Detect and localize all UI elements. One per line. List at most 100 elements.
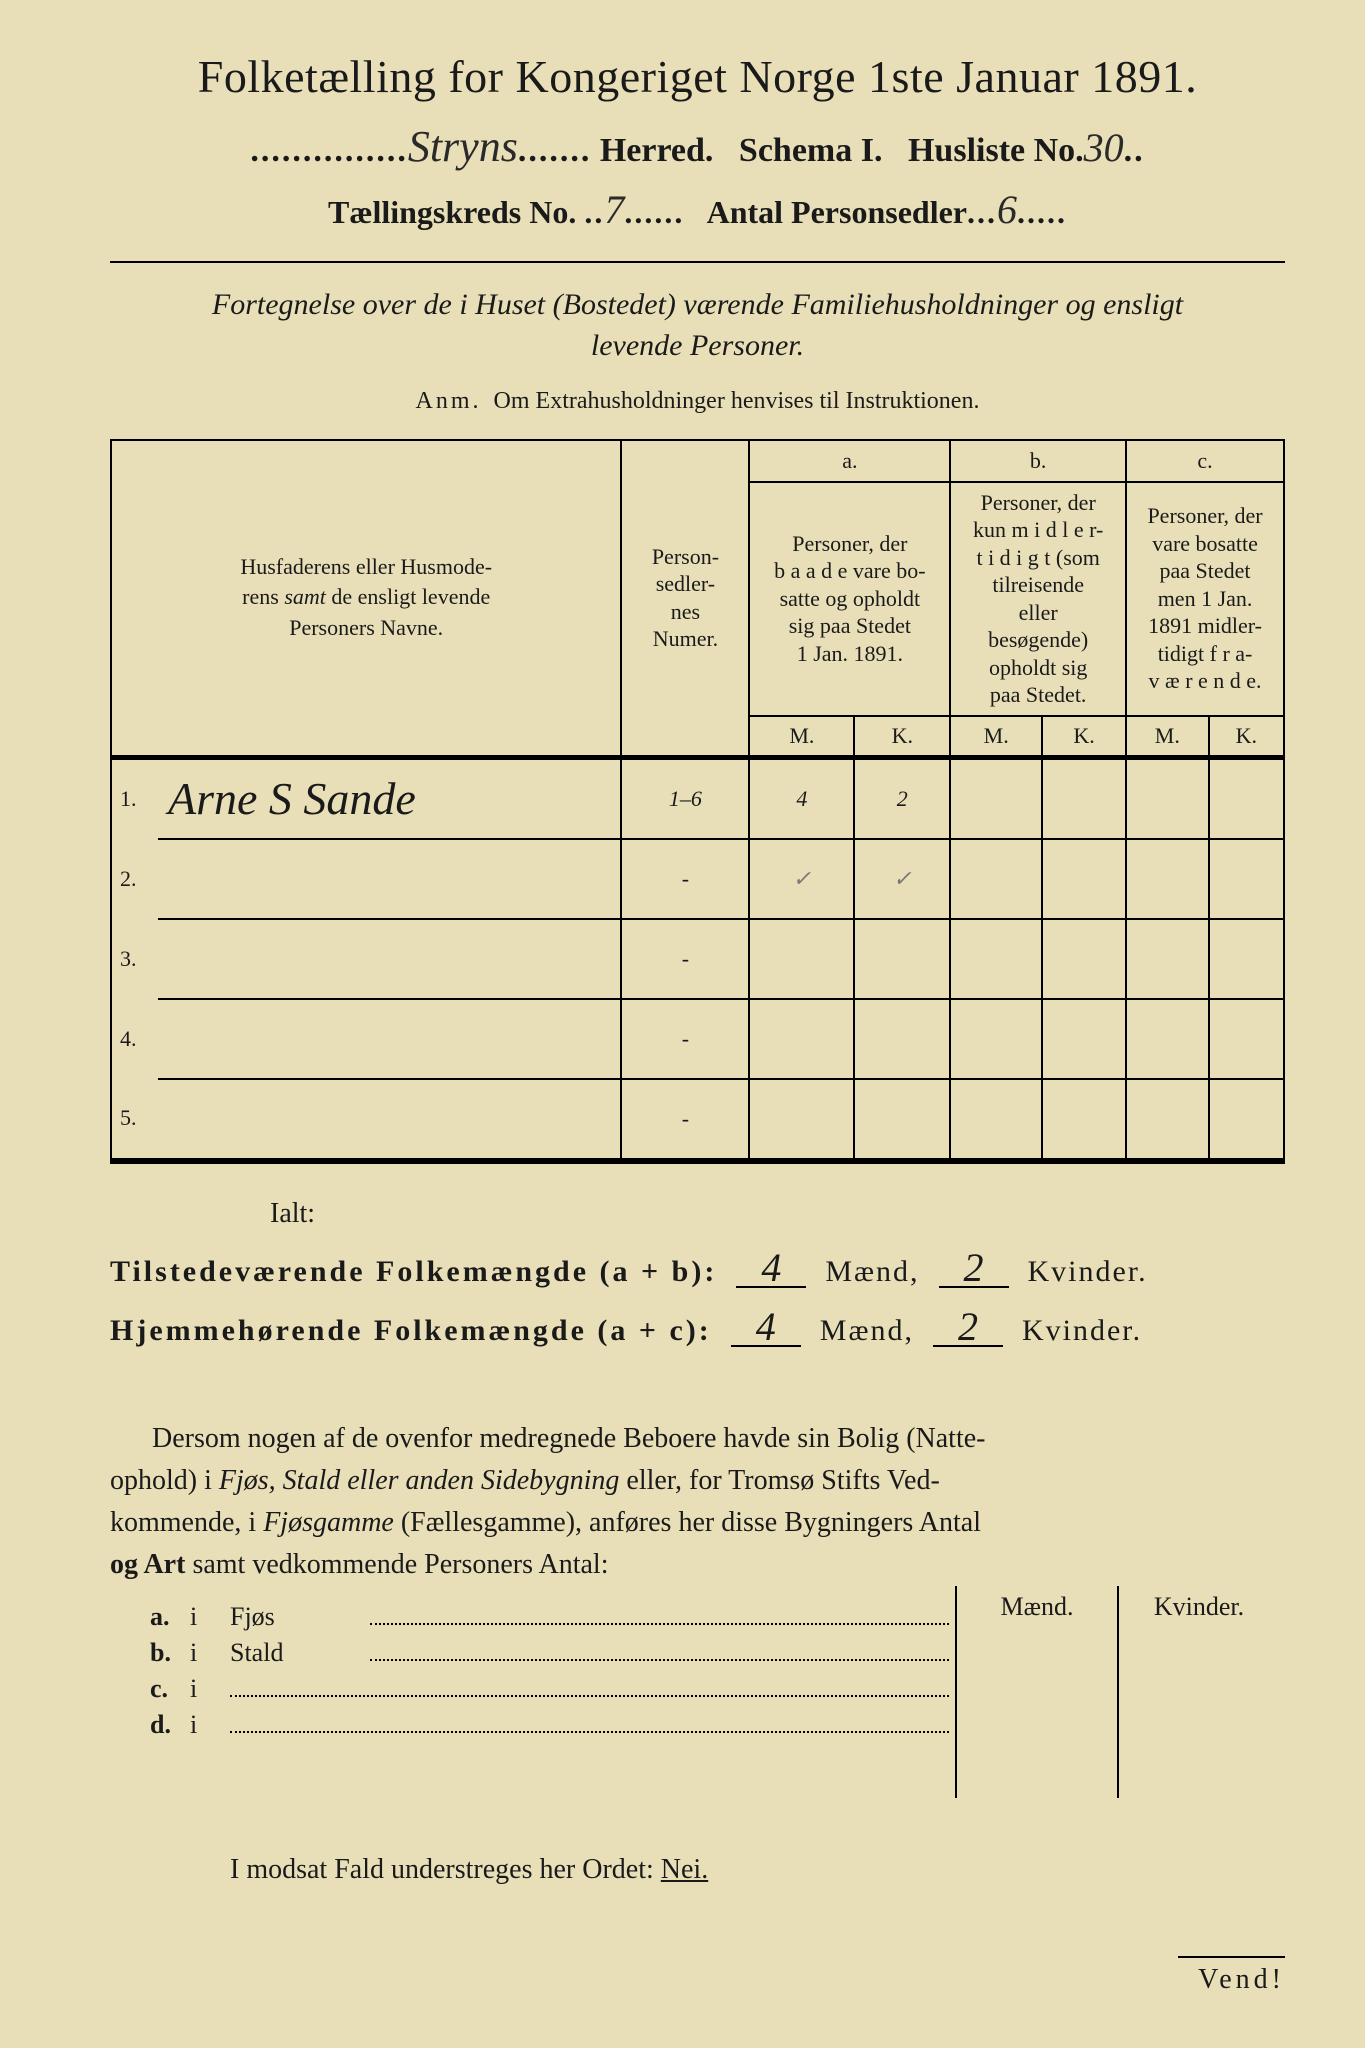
- row-c-m: [1126, 1079, 1208, 1159]
- row-name: [158, 839, 621, 919]
- table-row: 2. - ✓ ✓: [111, 839, 1284, 919]
- col-a-k: K.: [854, 716, 950, 758]
- col-a-desc: Personer, derb a a d e vare bo-satte og …: [749, 482, 950, 716]
- row-a-m: [749, 999, 854, 1079]
- form-description: Fortegnelse over de i Huset (Bostedet) v…: [120, 285, 1275, 366]
- hjemme-k: 2: [933, 1309, 1003, 1347]
- table-row: 1. Arne S Sande 1–6 4 2: [111, 757, 1284, 839]
- nei-word: Nei.: [661, 1854, 708, 1885]
- vend-label: Vend!: [1178, 1956, 1285, 1996]
- row-c-m: [1126, 839, 1208, 919]
- row-c-m: [1126, 999, 1208, 1079]
- row-num: 1.: [111, 757, 158, 839]
- building-row: a. i Fjøs: [150, 1602, 955, 1632]
- table-header-row-1: Husfaderens eller Husmode-rens samt de e…: [111, 440, 1284, 482]
- row-a-m: 4: [749, 757, 854, 839]
- table-row: 5. -: [111, 1079, 1284, 1159]
- hjemme-m: 4: [731, 1309, 801, 1347]
- row-b-k: [1042, 839, 1126, 919]
- row-name: Arne S Sande: [158, 757, 621, 839]
- row-b-m: [950, 999, 1042, 1079]
- row-a-k: [854, 919, 950, 999]
- herred-label: Herred.: [600, 132, 714, 169]
- row-name: [158, 999, 621, 1079]
- row-sedler: 1–6: [621, 757, 749, 839]
- schema-label: Schema I.: [739, 132, 883, 169]
- row-c-k: [1209, 1079, 1284, 1159]
- row-c-k: [1209, 999, 1284, 1079]
- building-section: a. i Fjøs b. i Stald c. i d. i: [110, 1586, 1285, 1798]
- building-row: b. i Stald: [150, 1638, 955, 1668]
- row-a-m: [749, 919, 854, 999]
- col-b-k: K.: [1042, 716, 1126, 758]
- nei-line: I modsat Fald understreges her Ordet: Ne…: [230, 1854, 1285, 1886]
- row-b-m: [950, 919, 1042, 999]
- row-c-k: [1209, 839, 1284, 919]
- col-a-m: M.: [749, 716, 854, 758]
- row-a-k: 2: [854, 757, 950, 839]
- row-b-m: [950, 757, 1042, 839]
- row-b-k: [1042, 1079, 1126, 1159]
- main-table: Husfaderens eller Husmode-rens samt de e…: [110, 439, 1285, 1160]
- row-num: 5.: [111, 1079, 158, 1159]
- building-row: d. i: [150, 1710, 955, 1740]
- row-c-m: [1126, 919, 1208, 999]
- row-name: [158, 1079, 621, 1159]
- mk-m-col: [955, 1628, 1117, 1798]
- table-row: 3. -: [111, 919, 1284, 999]
- anm-note: Anm. Om Extrahusholdninger henvises til …: [110, 388, 1285, 415]
- subtitle-row-2: Tællingskreds No. ..7...... Antal Person…: [110, 186, 1285, 233]
- row-b-k: [1042, 757, 1126, 839]
- row-a-k: [854, 999, 950, 1079]
- personsedler-no: 6: [997, 187, 1017, 232]
- col-b-head: b.: [950, 440, 1126, 482]
- divider: [110, 261, 1285, 263]
- row-num: 2.: [111, 839, 158, 919]
- main-table-wrap: Husfaderens eller Husmode-rens samt de e…: [110, 439, 1285, 1164]
- husliste-no: 30: [1084, 125, 1124, 170]
- row-b-m: [950, 1079, 1042, 1159]
- col-names: Husfaderens eller Husmode-rens samt de e…: [111, 440, 621, 757]
- row-c-k: [1209, 757, 1284, 839]
- row-c-k: [1209, 919, 1284, 999]
- building-paragraph: Dersom nogen af de ovenfor medregnede Be…: [110, 1418, 1285, 1586]
- row-b-k: [1042, 999, 1126, 1079]
- row-b-m: [950, 839, 1042, 919]
- row-c-m: [1126, 757, 1208, 839]
- col-personsedler-num: Person-sedler-nesNumer.: [621, 440, 749, 757]
- row-a-m: [749, 1079, 854, 1159]
- row-num: 4.: [111, 999, 158, 1079]
- ialt-label: Ialt:: [270, 1198, 1285, 1230]
- row-name: [158, 919, 621, 999]
- col-b-m: M.: [950, 716, 1042, 758]
- census-form-page: Folketælling for Kongeriget Norge 1ste J…: [0, 0, 1365, 2048]
- row-sedler: -: [621, 919, 749, 999]
- building-list: a. i Fjøs b. i Stald c. i d. i: [110, 1596, 955, 1798]
- tilstede-m: 4: [736, 1250, 806, 1288]
- husliste-label: Husliste No.: [908, 132, 1084, 169]
- col-a-head: a.: [749, 440, 950, 482]
- tilstede-row: Tilstedeværende Folkemængde (a + b): 4 M…: [110, 1250, 1285, 1289]
- col-c-desc: Personer, dervare bosattepaa Stedetmen 1…: [1126, 482, 1284, 716]
- row-sedler: -: [621, 999, 749, 1079]
- page-title: Folketælling for Kongeriget Norge 1ste J…: [110, 50, 1285, 103]
- herred-handwritten: Stryns: [408, 122, 518, 171]
- kreds-label: Tællingskreds No.: [328, 194, 576, 230]
- mk-m-header: Mænd.: [955, 1586, 1117, 1628]
- col-c-head: c.: [1126, 440, 1284, 482]
- col-c-m: M.: [1126, 716, 1208, 758]
- mk-k-col: [1117, 1628, 1279, 1798]
- row-num: 3.: [111, 919, 158, 999]
- col-c-k: K.: [1209, 716, 1284, 758]
- row-sedler: -: [621, 839, 749, 919]
- col-b-desc: Personer, derkun m i d l e r-t i d i g t…: [950, 482, 1126, 716]
- row-b-k: [1042, 919, 1126, 999]
- building-row: c. i: [150, 1674, 955, 1704]
- kreds-no: 7: [604, 187, 624, 232]
- row-a-k: ✓: [854, 839, 950, 919]
- mk-k-header: Kvinder.: [1117, 1586, 1279, 1628]
- building-mk-cols: Mænd. Kvinder.: [955, 1586, 1285, 1798]
- row-a-m: ✓: [749, 839, 854, 919]
- table-row: 4. -: [111, 999, 1284, 1079]
- hjemme-row: Hjemmehørende Folkemængde (a + c): 4 Mæn…: [110, 1309, 1285, 1348]
